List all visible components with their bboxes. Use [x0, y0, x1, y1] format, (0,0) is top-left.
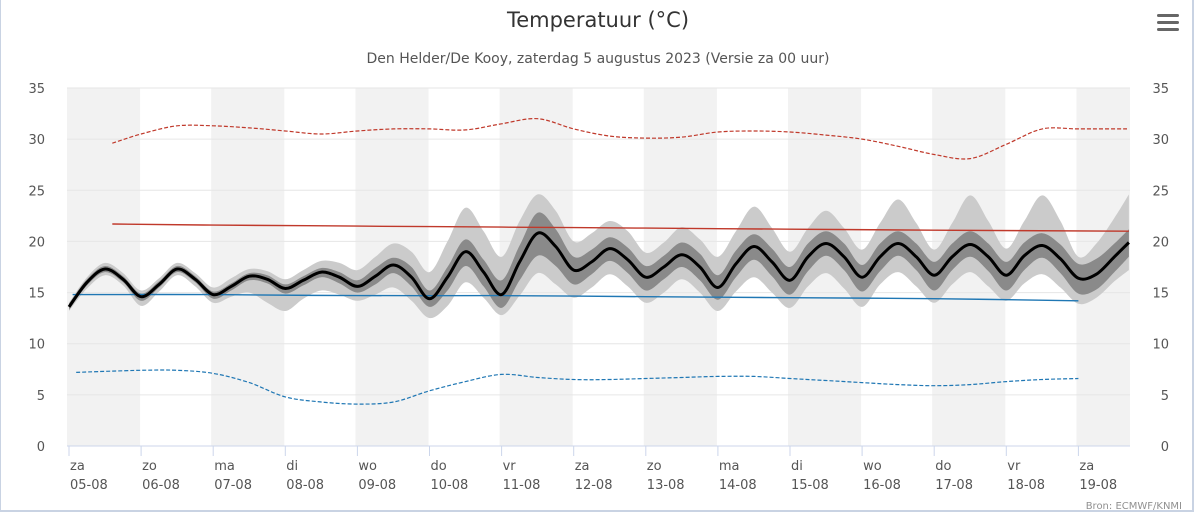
y-tick-label: 10 [28, 338, 45, 353]
x-tick-day: di [791, 459, 803, 474]
y-tick-label: 15 [28, 287, 45, 302]
x-tick-day: za [70, 459, 85, 474]
x-tick-day: ma [719, 459, 740, 474]
y-tick-label: 20 [28, 235, 45, 250]
y-tick-label-right: 25 [1152, 184, 1169, 199]
x-tick-date: 08-08 [286, 478, 324, 493]
x-tick-day: di [286, 459, 298, 474]
y-tick-label-right: 0 [1161, 440, 1169, 455]
x-tick-date: 12-08 [575, 478, 613, 493]
x-tick-date: 16-08 [863, 478, 901, 493]
y-tick-label-right: 10 [1152, 338, 1169, 353]
y-tick-label-right: 35 [1152, 82, 1169, 97]
y-tick-label-right: 15 [1152, 287, 1169, 302]
y-axis-right: 0 5 10 15 20 25 30 35 [1152, 82, 1169, 455]
x-tick-day: ma [214, 459, 235, 474]
x-tick-day: vr [503, 459, 517, 474]
median-line [67, 231, 1130, 308]
x-tick-date: 17-08 [935, 478, 973, 493]
chart-title: Temperatuur (°C) [506, 8, 689, 32]
x-tick-day: vr [1007, 459, 1021, 474]
hamburger-icon [1157, 14, 1179, 17]
inner-uncertainty-band [69, 212, 1129, 310]
chart-subtitle: Den Helder/De Kooy, zaterdag 5 augustus … [367, 51, 830, 67]
y-tick-label-right: 20 [1152, 235, 1169, 250]
x-tick-date: 14-08 [719, 478, 757, 493]
x-tick-day: zo [647, 459, 662, 474]
y-axis-left: 0 5 10 15 20 25 30 35 [28, 82, 45, 455]
x-tick-day: za [1079, 459, 1094, 474]
normal-max-line [112, 223, 1129, 232]
record-min-line [76, 369, 1079, 405]
y-tick-label: 35 [28, 82, 45, 97]
x-tick-day: do [431, 459, 447, 474]
y-tick-label-right: 5 [1161, 389, 1169, 404]
x-tick-date: 10-08 [431, 478, 469, 493]
x-axis: za 05-08 zo 06-08 ma 07-08 di 08-08 wo 09-08 do 10-… [68, 446, 1117, 493]
chart-context-menu-button[interactable] [1157, 14, 1179, 34]
x-tick-day: wo [863, 459, 882, 474]
y-tick-label: 0 [37, 440, 45, 455]
x-tick-date: 07-08 [214, 478, 252, 493]
x-tick-date: 11-08 [503, 478, 541, 493]
y-tick-label: 25 [28, 184, 45, 199]
normal-min-line [72, 293, 1079, 302]
day-shade [211, 88, 285, 446]
x-tick-date: 19-08 [1079, 478, 1117, 493]
x-tick-date: 05-08 [70, 478, 108, 493]
x-tick-date: 18-08 [1007, 478, 1045, 493]
x-tick-day: wo [358, 459, 377, 474]
hamburger-icon-bar [1157, 28, 1179, 31]
record-max-line [112, 117, 1129, 160]
x-tick-date: 06-08 [142, 478, 180, 493]
hamburger-icon-bar [1157, 21, 1179, 24]
x-tick-day: do [935, 459, 951, 474]
chart-credit: Bron: ECMWF/KNMI [1086, 501, 1182, 512]
series-lines [67, 117, 1130, 405]
y-tick-label-right: 30 [1152, 133, 1169, 148]
x-tick-date: 15-08 [791, 478, 829, 493]
y-tick-label: 5 [37, 389, 45, 404]
x-tick-date: 09-08 [358, 478, 396, 493]
y-tick-label: 30 [28, 133, 45, 148]
x-tick-day: zo [142, 459, 157, 474]
x-tick-day: za [575, 459, 590, 474]
x-tick-date: 13-08 [647, 478, 685, 493]
